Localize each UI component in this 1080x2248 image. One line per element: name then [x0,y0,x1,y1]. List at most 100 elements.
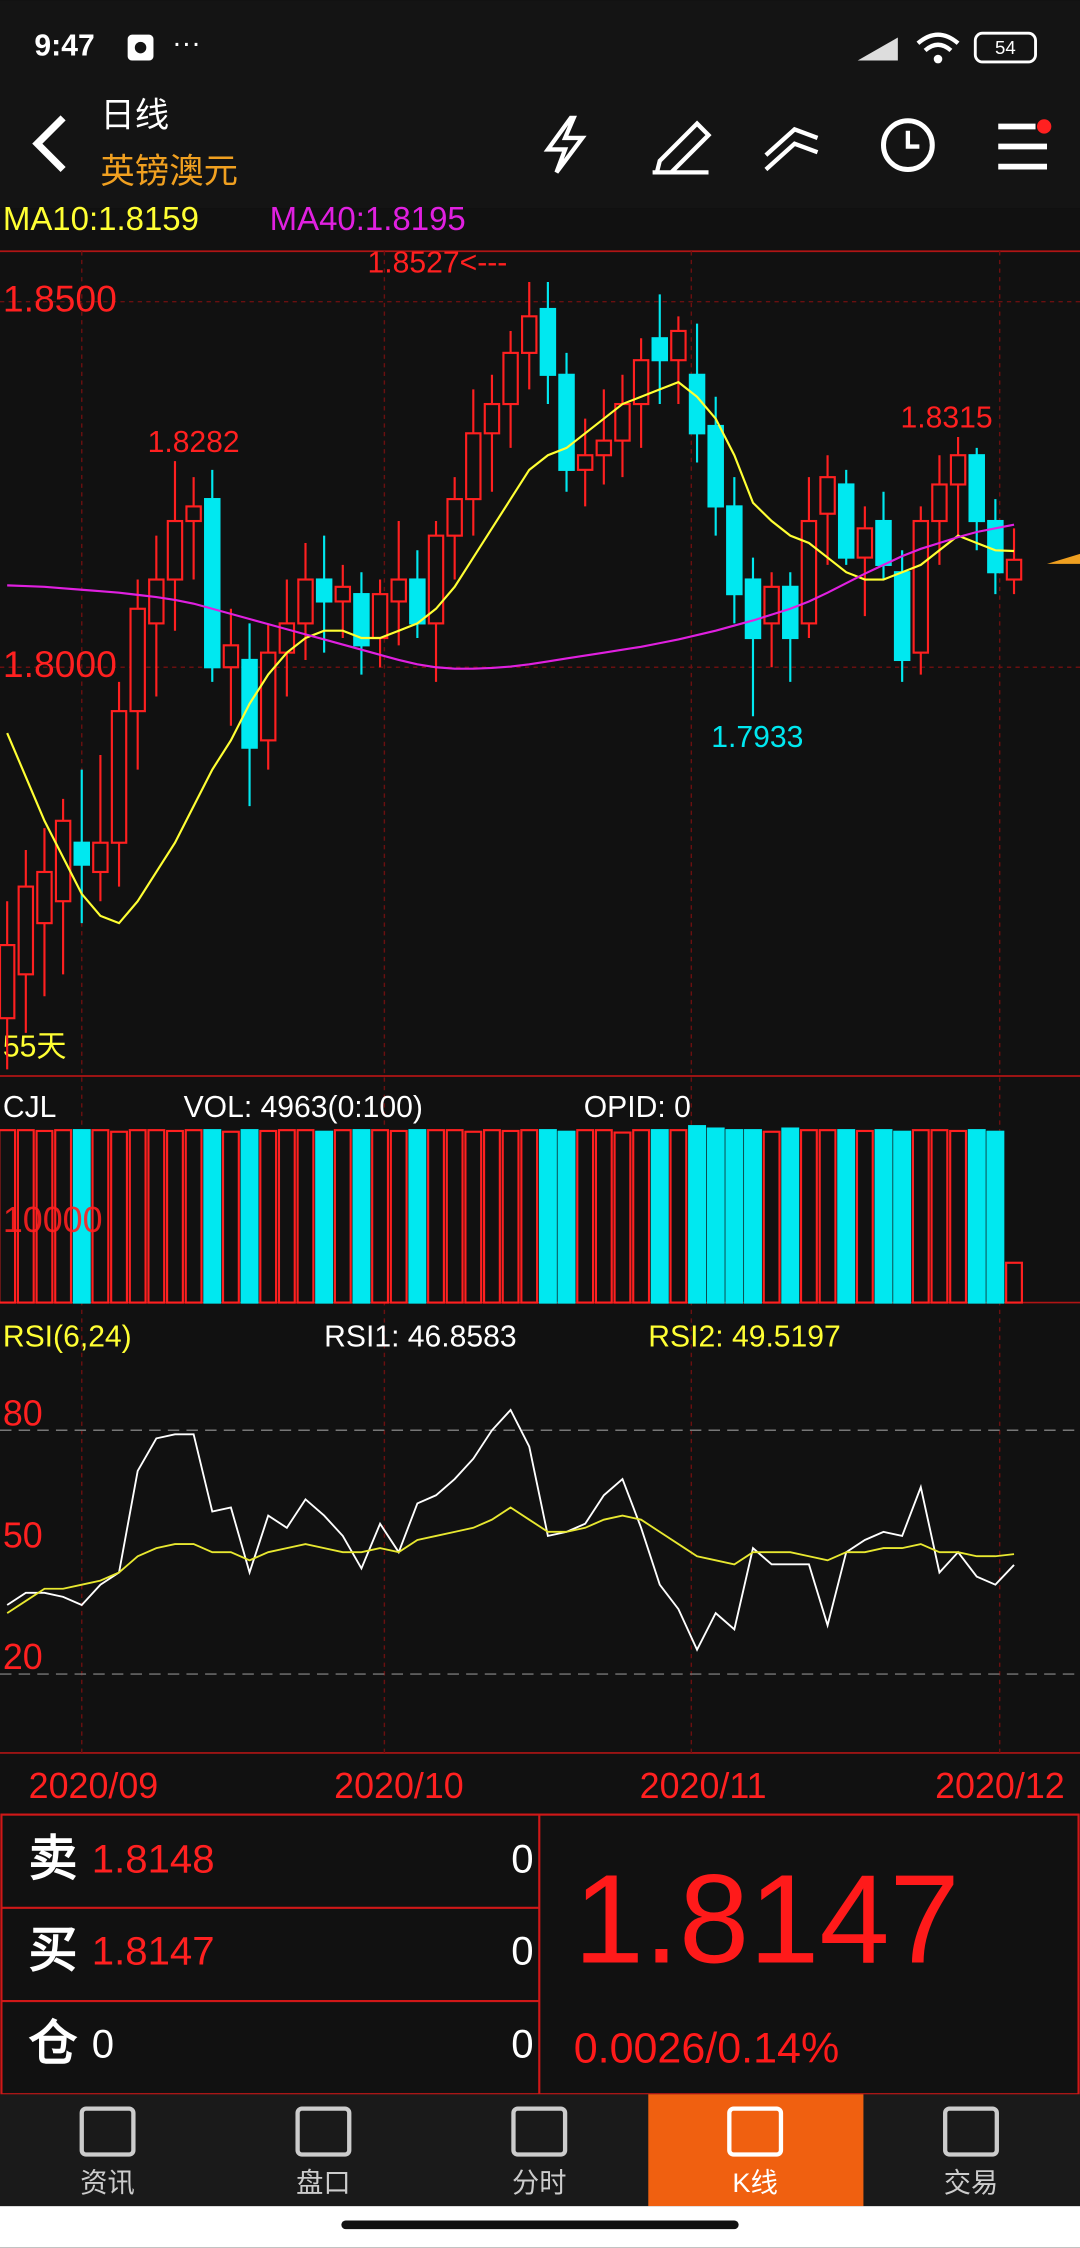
x-tick-label: 2020/09 [29,1766,159,1806]
buy-label: 买 [29,1924,78,1978]
tab[interactable]: 交易 [943,2106,999,2198]
candle-body [36,870,53,925]
candle-body [856,527,874,559]
candle-body [259,651,277,742]
flash-icon[interactable] [543,115,587,174]
volume-bar [91,1129,110,1304]
candle-body [595,439,613,457]
volume-bar [408,1129,427,1304]
candle-body [539,307,557,376]
volume-bar [315,1130,334,1304]
candle-body [204,498,221,669]
volume-bar [1005,1261,1023,1304]
buy-qty: 0 [511,1928,533,1973]
candle-body [707,424,724,508]
candle-body [409,578,426,625]
volume-bar [240,1129,259,1304]
volume-bar [538,1129,557,1304]
candle-body [465,432,482,501]
candle-body [782,585,799,640]
volume-bar [893,1130,912,1304]
line-series [6,1506,1015,1614]
volume-bar [259,1129,278,1304]
tabs: 资讯 盘口 分时 K线 交易 [79,2106,999,2198]
volume-bar [650,1129,669,1304]
volume-bar [166,1129,184,1304]
position-label: 仓 [29,2017,78,2071]
battery [973,31,1037,64]
volume-bar [147,1129,166,1304]
tab[interactable]: 盘口 [295,2106,352,2198]
volume-bar [594,1129,613,1304]
tab-label: 分时 [512,2167,567,2198]
candle-body [110,710,128,844]
volume-bar [911,1129,930,1304]
price-change: 0.0026/0.14% [574,2025,839,2073]
legend-entry: MA40:1.8195 [270,200,466,237]
tab-icon [295,2106,352,2157]
clock-hands [905,130,920,149]
menu-badge [1036,119,1052,134]
menu-icon[interactable] [998,123,1048,170]
header-bg [0,0,1080,209]
candle-body [520,315,538,354]
home-indicator[interactable] [341,2220,739,2230]
volume-bar [333,1129,352,1304]
volume-bar [949,1129,968,1304]
extreme-label: 1.8527<--- [368,247,508,280]
tab-label: 交易 [944,2167,999,2198]
candle-body [0,944,16,1020]
candle-body [558,373,575,471]
volume-bar [501,1129,520,1304]
tab[interactable]: 资讯 [79,2106,136,2198]
candle-body [670,329,687,362]
volume-bar [781,1127,800,1304]
tab-label: K线 [732,2167,777,2198]
volume-bar [221,1130,240,1304]
draw-icon[interactable] [652,120,712,175]
tab-label: 盘口 [296,2167,351,2198]
y-tick-label: 20 [3,1637,43,1677]
volume-bar [576,1129,595,1304]
candle-body [92,841,109,874]
clock-icon[interactable] [880,118,935,173]
symbol[interactable]: 英镑澳元 [100,153,238,191]
tab[interactable]: 分时 [511,2106,568,2198]
candle-body [315,578,333,603]
candle-body [334,585,352,603]
volume-bar [445,1129,464,1304]
candle-body [800,519,818,625]
tab-bar [0,2094,1080,2207]
volume-bar [277,1129,296,1304]
indicator-icon[interactable] [764,126,819,172]
candle-body [166,519,184,581]
candle-body [54,819,72,903]
volume-bar [520,1129,539,1304]
candle-body [185,505,202,523]
volume-bar [72,1129,91,1304]
volume-bar [427,1129,445,1304]
legend-entry: RSI1: 46.8583 [324,1320,517,1353]
candle-body [968,454,985,523]
signal-icon [857,37,898,61]
legend-entry: VOL: 4963(0:100) [184,1091,423,1124]
volume-bar [725,1129,744,1304]
candle-body [502,351,519,406]
candle-body [949,454,967,486]
volume-bar [110,1130,129,1304]
candle-body [390,578,407,603]
volume-bar [35,1129,54,1304]
volume-bar [613,1131,632,1304]
volume-bar [482,1129,501,1304]
tab[interactable]: K线 [727,2106,784,2198]
back-button[interactable] [32,115,66,173]
volume-bar [389,1129,408,1304]
candle-body [726,505,743,596]
volume-bar [986,1130,1005,1304]
volume-bar [855,1129,874,1304]
position-qty: 0 [511,2022,533,2067]
candle-body [129,607,146,713]
volume-bar [557,1130,576,1304]
wifi-icon [916,32,960,53]
